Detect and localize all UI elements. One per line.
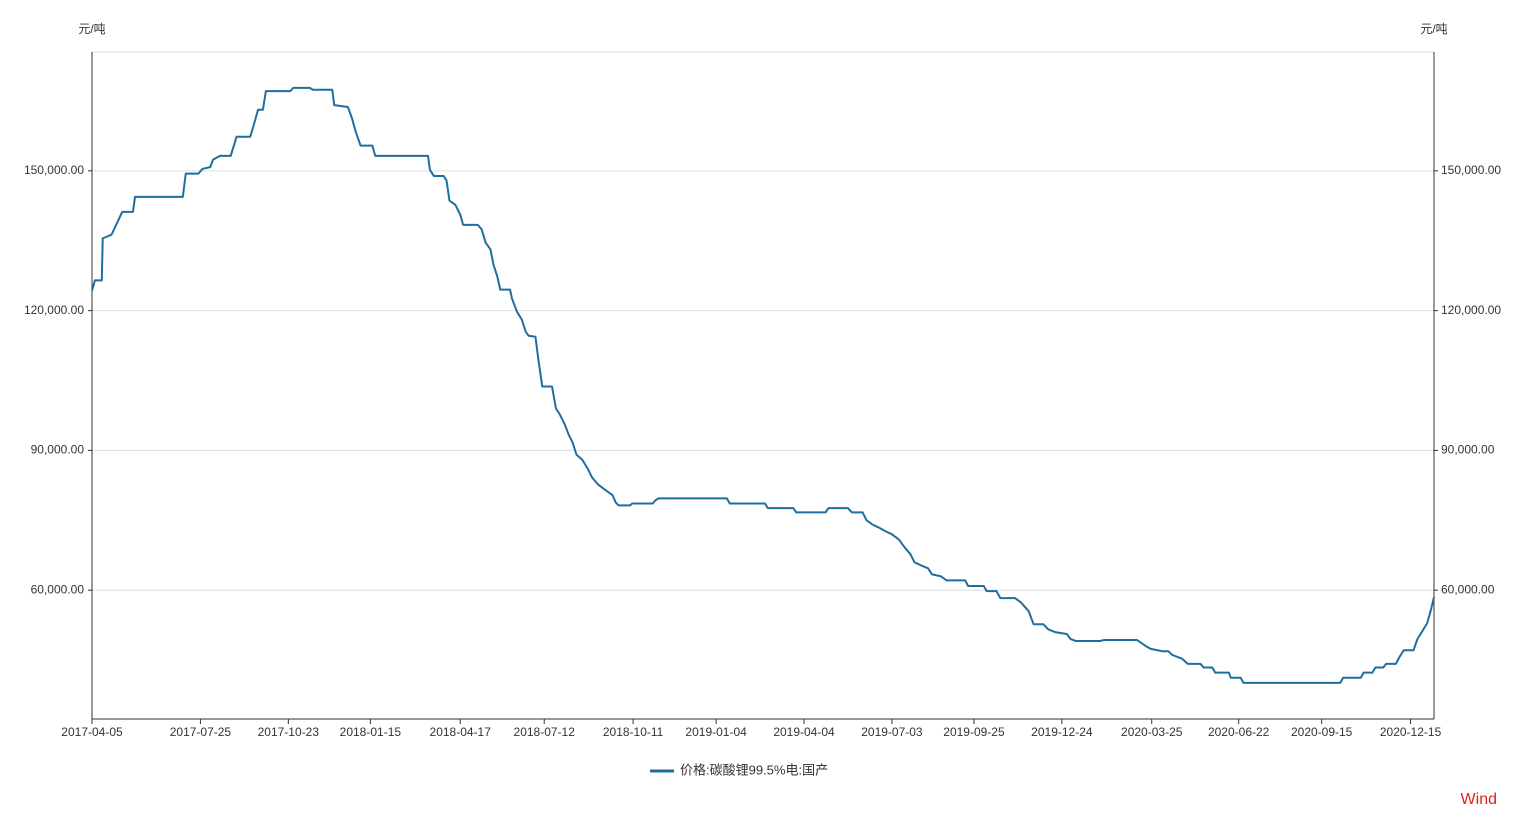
y-tick-label: 90,000.00 bbox=[31, 443, 85, 457]
y2-tick-label: 60,000.00 bbox=[1441, 582, 1495, 596]
x-tick-label: 2019-04-04 bbox=[773, 725, 835, 739]
x-tick-label: 2017-07-25 bbox=[170, 725, 232, 739]
y2-axis-label: 元/吨 bbox=[1420, 22, 1447, 36]
y2-tick-label: 120,000.00 bbox=[1441, 303, 1501, 317]
y2-tick-label: 90,000.00 bbox=[1441, 443, 1495, 457]
x-tick-label: 2020-06-22 bbox=[1208, 725, 1270, 739]
y2-tick-label: 150,000.00 bbox=[1441, 163, 1501, 177]
y-tick-label: 150,000.00 bbox=[24, 163, 84, 177]
x-tick-label: 2018-07-12 bbox=[514, 725, 576, 739]
data-line bbox=[91, 86, 1435, 684]
x-tick-label: 2017-04-05 bbox=[61, 725, 123, 739]
y-axis-label: 元/吨 bbox=[78, 22, 105, 36]
y-tick-label: 60,000.00 bbox=[31, 582, 85, 596]
x-tick-label: 2019-07-03 bbox=[861, 725, 923, 739]
x-tick-label: 2019-12-24 bbox=[1031, 725, 1093, 739]
x-tick-label: 2019-01-04 bbox=[685, 725, 747, 739]
watermark: Wind bbox=[1461, 791, 1497, 808]
x-tick-label: 2017-10-23 bbox=[258, 725, 320, 739]
x-tick-label: 2020-12-15 bbox=[1380, 725, 1442, 739]
x-tick-label: 2018-04-17 bbox=[430, 725, 492, 739]
legend-label: 价格:碳酸锂99.5%电:国产 bbox=[680, 762, 828, 777]
x-tick-label: 2018-10-11 bbox=[603, 725, 664, 739]
x-tick-label: 2018-01-15 bbox=[340, 725, 402, 739]
x-tick-label: 2020-03-25 bbox=[1121, 725, 1183, 739]
x-tick-label: 2019-09-25 bbox=[943, 725, 1005, 739]
x-tick-label: 2020-09-15 bbox=[1291, 725, 1353, 739]
y-tick-label: 120,000.00 bbox=[24, 303, 84, 317]
